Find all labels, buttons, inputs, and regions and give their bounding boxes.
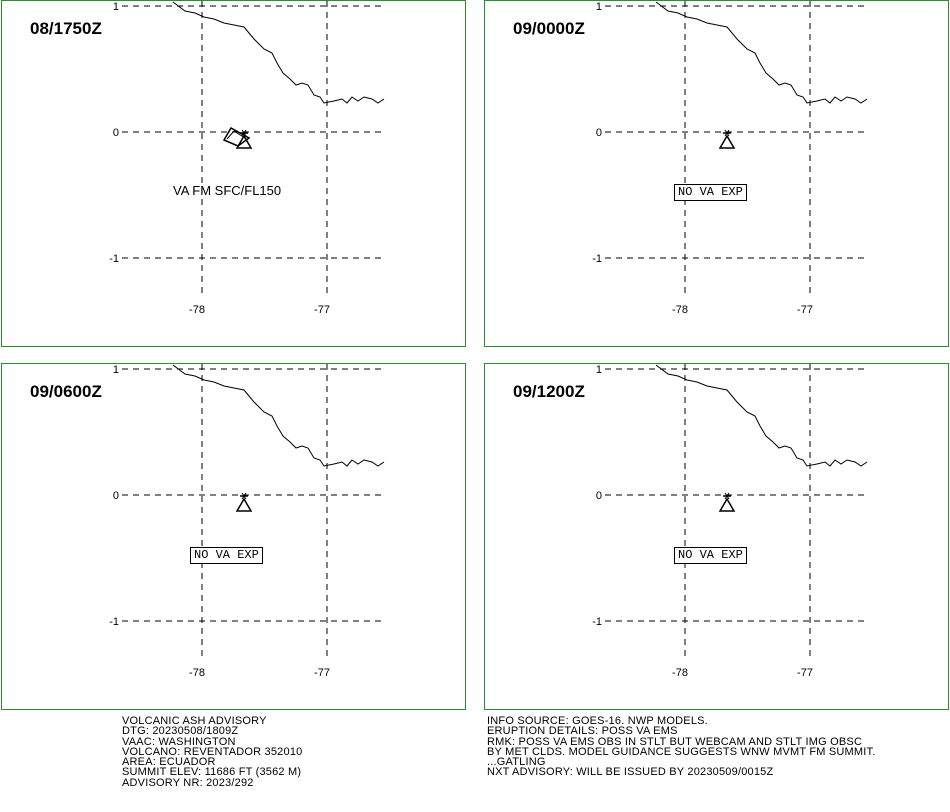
longitude-tick-label: -78	[672, 304, 688, 316]
map-canvas: 1 0 -1 -78 -77	[109, 1, 385, 316]
advisory-line: RMK: POSS VA EMS OBS IN STLT BUT WEBCAM …	[487, 735, 863, 748]
advisory-line: SUMMIT ELEV: 11686 FT (3562 M)	[122, 766, 302, 779]
advisory-line: ...GATLING	[487, 756, 546, 769]
advisory-text-left: VOLCANIC ASH ADVISORY DTG: 20230508/1809Z…	[122, 715, 303, 789]
ash-cloud-outline	[226, 130, 246, 140]
forecast-panel: 1 0 -1 -78 -77 09/0600Z NO VA EXP	[1, 363, 466, 710]
map-canvas: 1 0 -1 -78 -77	[109, 364, 385, 679]
latitude-tick-label: -1	[109, 616, 119, 628]
advisory-line: VOLCANO: REVENTADOR 352010	[122, 745, 303, 758]
no-va-expected-label: NO VA EXP	[190, 547, 263, 564]
forecast-time-label: 08/1750Z	[30, 19, 102, 38]
latitude-tick-label: 0	[596, 127, 602, 139]
volcano-icon	[235, 492, 253, 512]
longitude-tick-label: -77	[314, 667, 330, 679]
ash-cloud-polygon	[222, 126, 251, 147]
longitude-tick-label: -77	[314, 304, 330, 316]
latitude-tick-label: -1	[109, 253, 119, 265]
latitude-tick-label: 1	[113, 364, 119, 376]
latitude-tick-label: 0	[113, 490, 119, 502]
latitude-tick-label: -1	[592, 253, 602, 265]
latitude-tick-label: 0	[596, 490, 602, 502]
map-canvas: 1 0 -1 -78 -77	[592, 364, 868, 679]
advisory-line: VOLCANIC ASH ADVISORY	[122, 715, 267, 727]
longitude-tick-label: -78	[189, 667, 205, 679]
advisory-line: ERUPTION DETAILS: POSS VA EMS	[487, 725, 678, 738]
no-va-expected-label: NO VA EXP	[674, 547, 747, 564]
coastline	[172, 1, 385, 104]
coastline	[655, 1, 868, 104]
volcano-icon	[718, 129, 736, 149]
longitude-tick-label: -77	[797, 304, 813, 316]
forecast-panel: 1 0 -1 -78 -77 08/1750Z VA FM SFC/FL150	[1, 0, 466, 347]
latitude-tick-label: 1	[596, 1, 602, 13]
advisory-line: NXT ADVISORY: WILL BE ISSUED BY 20230509…	[487, 766, 774, 779]
advisory-line: BY MET CLDS. MODEL GUIDANCE SUGGESTS WNW…	[487, 745, 876, 758]
coastline	[172, 364, 385, 467]
forecast-panel: 1 0 -1 -78 -77 09/1200Z NO VA EXP	[484, 363, 949, 710]
latitude-tick-label: 1	[596, 364, 602, 376]
longitude-tick-label: -78	[189, 304, 205, 316]
advisory-line: INFO SOURCE: GOES-16. NWP MODELS.	[487, 715, 708, 727]
forecast-time-label: 09/0600Z	[30, 382, 102, 401]
advisory-line: ADVISORY NR: 2023/292	[122, 776, 254, 789]
latitude-tick-label: 0	[113, 127, 119, 139]
advisory-line: VAAC: WASHINGTON	[122, 735, 236, 748]
advisory-text-right: INFO SOURCE: GOES-16. NWP MODELS. ERUPTIO…	[487, 715, 876, 779]
forecast-time-label: 09/1200Z	[513, 382, 585, 401]
advisory-line: DTG: 20230508/1809Z	[122, 725, 239, 738]
latitude-tick-label: 1	[113, 1, 119, 13]
forecast-panel: 1 0 -1 -78 -77 09/0000Z NO VA EXP	[484, 0, 949, 347]
no-va-expected-label: NO VA EXP	[674, 184, 747, 201]
ash-altitude-label: VA FM SFC/FL150	[173, 183, 282, 198]
coastline	[655, 364, 868, 467]
advisory-line: AREA: ECUADOR	[122, 756, 216, 769]
latitude-tick-label: -1	[592, 616, 602, 628]
longitude-tick-label: -78	[672, 667, 688, 679]
map-canvas: 1 0 -1 -78 -77	[592, 1, 868, 316]
forecast-time-label: 09/0000Z	[513, 19, 585, 38]
longitude-tick-label: -77	[797, 667, 813, 679]
volcano-icon	[718, 492, 736, 512]
